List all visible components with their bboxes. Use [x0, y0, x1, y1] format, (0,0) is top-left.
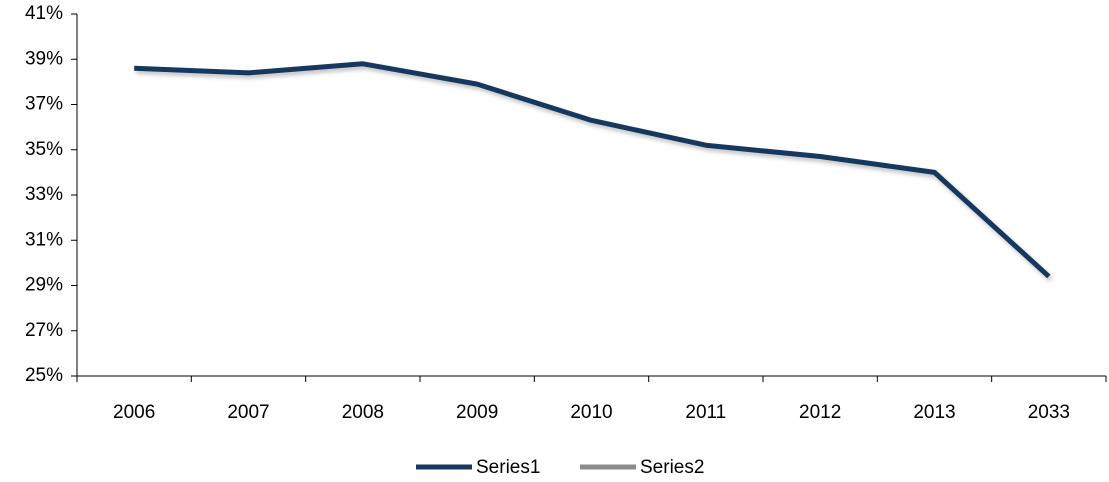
x-tick-label: 2011: [685, 402, 726, 423]
x-tick-label: 2033: [1028, 402, 1070, 423]
y-tick-label: 29%: [25, 275, 63, 296]
y-tick-label: 33%: [25, 184, 63, 205]
y-tick-label: 25%: [25, 365, 63, 386]
x-tick-label: 2010: [570, 402, 612, 423]
x-tick-label: 2012: [799, 402, 841, 423]
legend-label: Series1: [476, 457, 540, 478]
y-tick-label: 39%: [25, 48, 63, 69]
series-line: [134, 61, 1051, 279]
x-tick-label: 2013: [913, 402, 955, 423]
y-tick-label: 35%: [25, 139, 63, 160]
x-tick-label: 2007: [227, 402, 269, 423]
x-tick-label: 2009: [456, 402, 498, 423]
y-tick-label: 41%: [25, 3, 63, 24]
legend-label: Series2: [640, 457, 704, 478]
y-tick-label: 31%: [25, 229, 63, 250]
y-tick-label: 27%: [25, 320, 63, 341]
x-tick-label: 2008: [342, 402, 384, 423]
x-tick-label: 2006: [113, 402, 155, 423]
y-tick-label: 37%: [25, 94, 63, 115]
